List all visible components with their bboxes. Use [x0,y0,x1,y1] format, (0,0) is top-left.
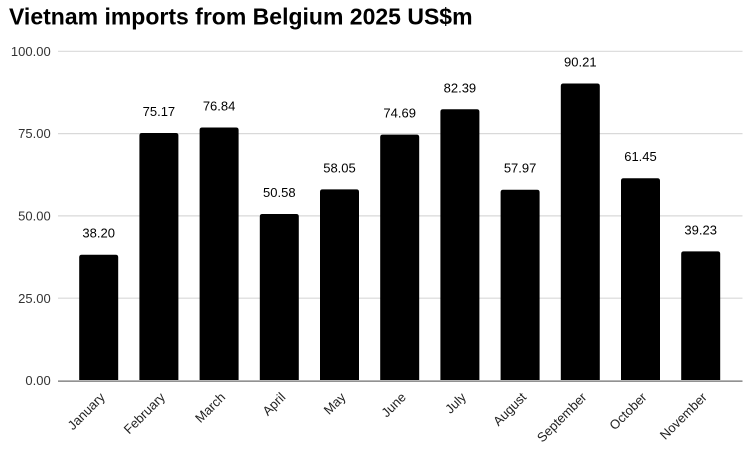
svg-text:58.05: 58.05 [323,160,356,175]
svg-text:61.45: 61.45 [624,149,657,164]
svg-text:90.21: 90.21 [564,55,597,70]
svg-text:Vietnam imports from Belgium 2: Vietnam imports from Belgium 2025 US$m [9,4,473,30]
svg-text:39.23: 39.23 [684,222,717,237]
svg-text:25.00: 25.00 [18,291,51,306]
svg-text:75.17: 75.17 [143,104,176,119]
svg-text:50.58: 50.58 [263,185,296,200]
svg-text:57.97: 57.97 [504,161,537,176]
svg-text:75.00: 75.00 [18,126,51,141]
svg-text:100.00: 100.00 [11,44,51,59]
svg-text:0.00: 0.00 [25,373,50,388]
svg-text:74.69: 74.69 [383,106,416,121]
svg-text:38.20: 38.20 [82,226,115,241]
svg-text:82.39: 82.39 [444,80,477,95]
svg-text:76.84: 76.84 [203,99,236,114]
svg-text:50.00: 50.00 [18,209,51,224]
